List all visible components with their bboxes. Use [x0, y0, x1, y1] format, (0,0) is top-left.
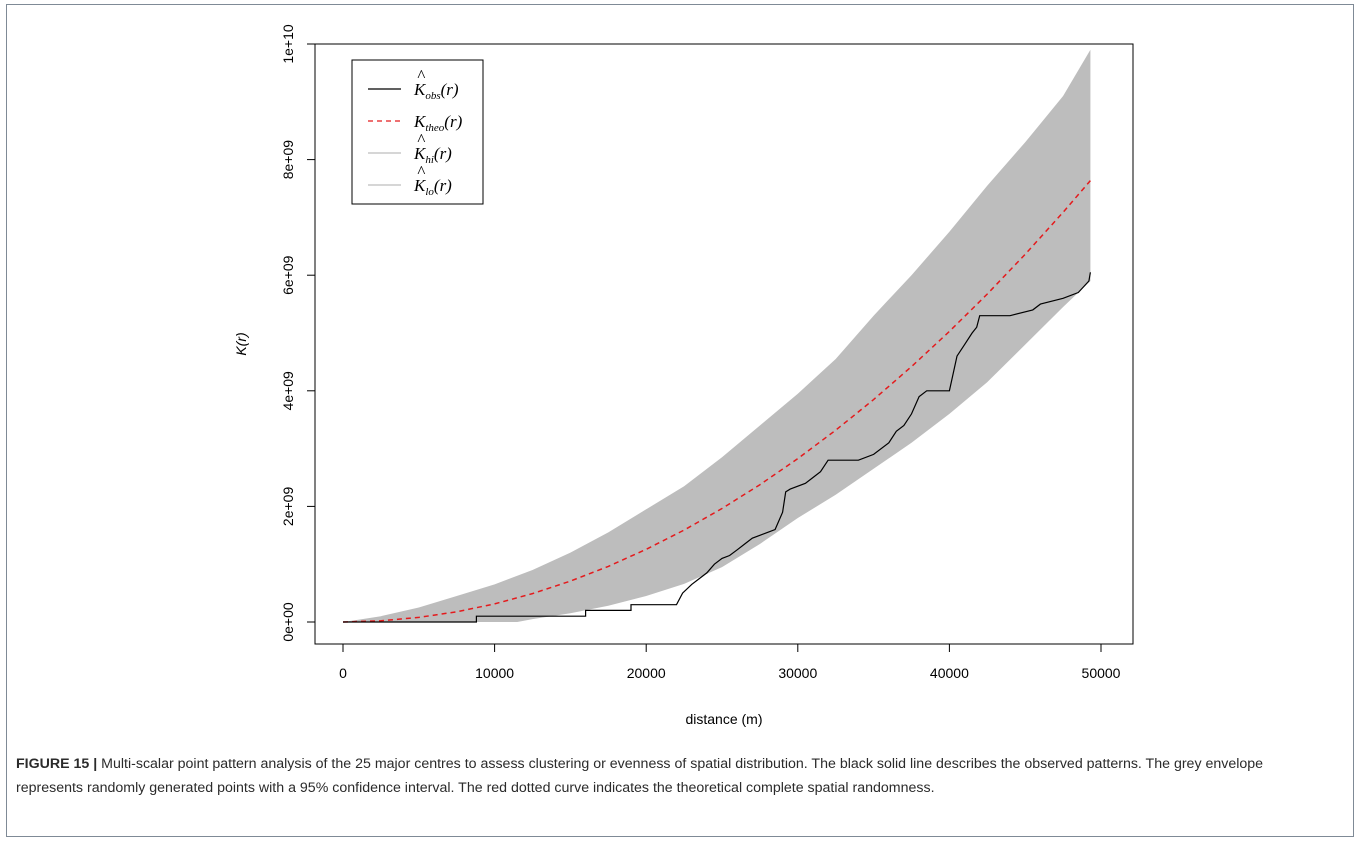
- legend-label: Khi(r): [413, 144, 452, 166]
- x-axis: 0 10000 20000 30000 40000 50000: [339, 643, 1121, 681]
- legend-argument: (r): [434, 176, 452, 195]
- legend-box: [351, 59, 484, 205]
- legend-base: K: [413, 80, 427, 99]
- legend-argument: (r): [444, 112, 462, 131]
- series-line-theo: [342, 180, 1091, 623]
- legend-hat: ^: [417, 162, 426, 181]
- legend-label: Ktheo(r): [413, 112, 463, 134]
- x-axis-title: distance (m): [685, 711, 762, 727]
- legend-argument: (r): [434, 144, 452, 163]
- legend: Kobs(r)^Ktheo(r)Khi(r)^Klo(r)^: [351, 59, 484, 205]
- legend-hat: ^: [417, 130, 426, 149]
- legend-subscript: theo: [425, 122, 444, 134]
- legend-subscript: lo: [425, 186, 434, 198]
- figure-label: FIGURE 15 |: [16, 756, 98, 772]
- y-tick-label: 2e+09: [280, 487, 296, 527]
- x-tick-label: 50000: [1082, 665, 1121, 681]
- x-tick-label: 40000: [930, 665, 969, 681]
- y-tick-label: 8e+09: [280, 140, 296, 180]
- figure-caption: FIGURE 15 | Multi-scalar point pattern a…: [16, 752, 1334, 800]
- envelope-group: [343, 49, 1091, 623]
- envelope-band: [343, 49, 1091, 623]
- x-tick-label: 10000: [475, 665, 514, 681]
- y-tick-label: 0e+00: [280, 602, 296, 642]
- legend-base: K: [413, 112, 427, 131]
- series-line-obs: [343, 272, 1091, 623]
- y-axis: 0e+00 2e+09 4e+09 6e+09 8e+09 1e+10: [280, 24, 316, 642]
- y-tick-label: 6e+09: [280, 255, 296, 295]
- legend-label: Klo(r): [413, 176, 452, 198]
- y-tick-label: 1e+10: [280, 24, 296, 64]
- x-tick-label: 20000: [627, 665, 666, 681]
- y-axis-title: K(r): [233, 332, 249, 355]
- legend-subscript: obs: [425, 90, 440, 102]
- x-tick-label: 0: [339, 665, 347, 681]
- y-tick-label: 4e+09: [280, 371, 296, 411]
- figure-frame: [6, 4, 1354, 837]
- legend-argument: (r): [441, 80, 459, 99]
- k-function-chart: 0 10000 20000 30000 40000 50000 0e+00 2e+09 4e+…: [233, 24, 1134, 727]
- lines-group: [342, 180, 1091, 623]
- legend-base: K: [413, 176, 427, 195]
- caption-text: Multi-scalar point pattern analysis of t…: [16, 756, 1264, 796]
- legend-base: K: [413, 144, 427, 163]
- legend-hat: ^: [417, 66, 426, 85]
- legend-label: Kobs(r): [413, 80, 459, 102]
- legend-subscript: hi: [425, 154, 434, 166]
- x-tick-label: 30000: [778, 665, 817, 681]
